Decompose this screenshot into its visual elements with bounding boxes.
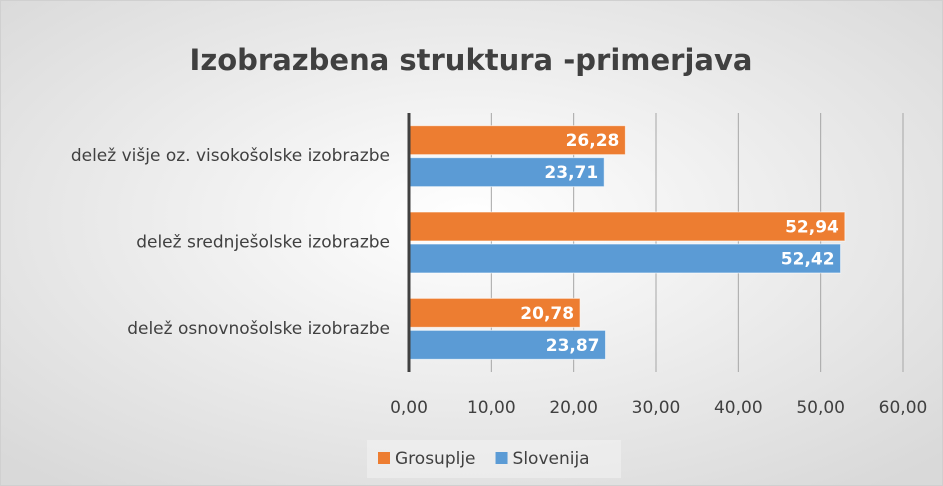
bar: [408, 297, 581, 328]
value-label: 20,78: [520, 304, 574, 324]
y-tick-label: delež osnovnošolske izobrazbe: [127, 319, 390, 339]
x-tick-label: 40,00: [714, 398, 763, 418]
bar: [408, 157, 605, 188]
value-label: 23,71: [544, 163, 598, 183]
bar: [408, 329, 607, 360]
x-tick-label: 50,00: [796, 398, 845, 418]
legend-swatch: [378, 452, 390, 464]
chart-title: Izobrazbena struktura -primerjava: [190, 43, 753, 77]
x-tick-label: 60,00: [879, 398, 928, 418]
value-label: 26,28: [566, 131, 620, 151]
x-tick-label: 20,00: [549, 398, 598, 418]
bar: [408, 243, 842, 274]
bar: [408, 211, 846, 242]
value-label: 23,87: [546, 336, 600, 356]
value-label: 52,94: [785, 218, 839, 238]
x-tick-label: 10,00: [467, 398, 516, 418]
x-tick-label: 0,00: [390, 398, 428, 418]
legend-label: Grosuplje: [395, 449, 476, 469]
y-tick-label: delež srednješolske izobrazbe: [136, 233, 390, 253]
legend-box: [367, 440, 621, 478]
legend-label: Slovenija: [513, 449, 590, 469]
y-tick-label: delež višje oz. visokošolske izobrazbe: [71, 146, 390, 166]
legend-swatch: [495, 452, 508, 464]
x-tick-label: 30,00: [632, 398, 681, 418]
value-label: 52,42: [781, 250, 835, 270]
